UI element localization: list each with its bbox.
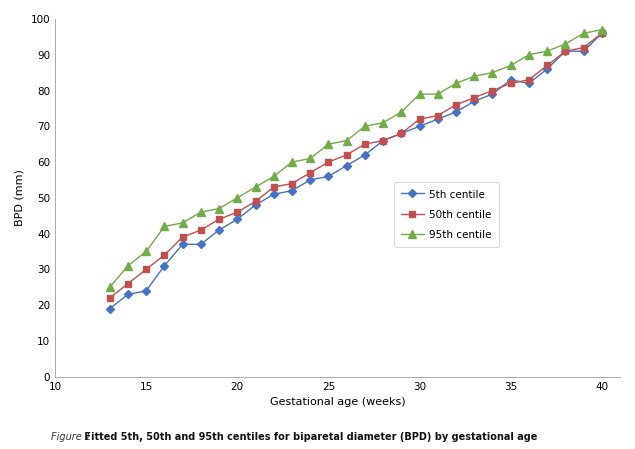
5th centile xyxy=(361,152,369,158)
95th centile xyxy=(197,209,204,215)
50th centile xyxy=(416,116,424,122)
5th centile xyxy=(215,227,223,233)
5th centile xyxy=(161,263,168,269)
5th centile xyxy=(197,242,204,247)
95th centile xyxy=(142,249,150,254)
95th centile xyxy=(161,224,168,229)
95th centile xyxy=(561,41,569,47)
Line: 50th centile: 50th centile xyxy=(106,30,605,301)
95th centile xyxy=(398,109,405,114)
50th centile xyxy=(234,209,241,215)
5th centile xyxy=(580,48,587,54)
95th centile xyxy=(525,52,533,57)
95th centile xyxy=(361,123,369,129)
50th centile xyxy=(598,31,606,36)
5th centile xyxy=(416,123,424,129)
50th centile xyxy=(434,113,441,118)
50th centile xyxy=(525,77,533,83)
95th centile xyxy=(507,63,514,68)
50th centile xyxy=(197,227,204,233)
5th centile xyxy=(561,48,569,54)
Line: 5th centile: 5th centile xyxy=(107,30,605,312)
95th centile xyxy=(580,31,587,36)
50th centile xyxy=(561,48,569,54)
50th centile xyxy=(142,267,150,272)
5th centile xyxy=(142,288,150,294)
95th centile xyxy=(452,81,460,86)
Line: 95th centile: 95th centile xyxy=(106,26,606,291)
5th centile xyxy=(179,242,187,247)
Y-axis label: BPD (mm): BPD (mm) xyxy=(15,169,25,226)
95th centile xyxy=(434,92,441,97)
50th centile xyxy=(361,141,369,147)
5th centile xyxy=(234,216,241,222)
50th centile xyxy=(343,152,351,158)
95th centile xyxy=(270,174,277,179)
5th centile xyxy=(452,109,460,114)
95th centile xyxy=(234,195,241,201)
50th centile xyxy=(179,234,187,240)
50th centile xyxy=(452,102,460,107)
50th centile xyxy=(270,185,277,190)
95th centile xyxy=(488,70,496,75)
50th centile xyxy=(488,88,496,93)
Text: Fitted 5th, 50th and 95th centiles for biparetal diameter (BPD) by gestational a: Fitted 5th, 50th and 95th centiles for b… xyxy=(81,432,538,442)
Text: Figure 1: Figure 1 xyxy=(51,432,91,442)
50th centile xyxy=(544,63,551,68)
50th centile xyxy=(124,281,131,286)
5th centile xyxy=(471,99,478,104)
Legend: 5th centile, 50th centile, 95th centile: 5th centile, 50th centile, 95th centile xyxy=(394,181,498,247)
50th centile xyxy=(471,95,478,101)
95th centile xyxy=(379,120,387,125)
5th centile xyxy=(106,306,114,312)
95th centile xyxy=(416,92,424,97)
5th centile xyxy=(306,177,314,183)
5th centile xyxy=(434,116,441,122)
95th centile xyxy=(324,141,332,147)
50th centile xyxy=(379,138,387,143)
50th centile xyxy=(306,170,314,176)
95th centile xyxy=(598,27,606,32)
95th centile xyxy=(306,156,314,161)
5th centile xyxy=(251,202,259,208)
50th centile xyxy=(215,216,223,222)
50th centile xyxy=(324,159,332,165)
5th centile xyxy=(343,163,351,168)
5th centile xyxy=(270,192,277,197)
50th centile xyxy=(161,252,168,258)
5th centile xyxy=(324,174,332,179)
5th centile xyxy=(544,66,551,72)
5th centile xyxy=(288,188,296,194)
95th centile xyxy=(288,159,296,165)
5th centile xyxy=(488,92,496,97)
95th centile xyxy=(544,48,551,54)
50th centile xyxy=(106,295,114,301)
5th centile xyxy=(124,292,131,297)
95th centile xyxy=(179,220,187,225)
5th centile xyxy=(525,81,533,86)
95th centile xyxy=(251,185,259,190)
50th centile xyxy=(288,181,296,186)
5th centile xyxy=(379,138,387,143)
95th centile xyxy=(343,138,351,143)
5th centile xyxy=(507,77,514,83)
X-axis label: Gestational age (weeks): Gestational age (weeks) xyxy=(270,397,405,407)
95th centile xyxy=(215,206,223,211)
95th centile xyxy=(106,285,114,290)
95th centile xyxy=(124,263,131,269)
50th centile xyxy=(580,45,587,50)
95th centile xyxy=(471,74,478,79)
50th centile xyxy=(251,199,259,204)
5th centile xyxy=(598,31,606,36)
5th centile xyxy=(398,131,405,136)
50th centile xyxy=(398,131,405,136)
50th centile xyxy=(507,81,514,86)
